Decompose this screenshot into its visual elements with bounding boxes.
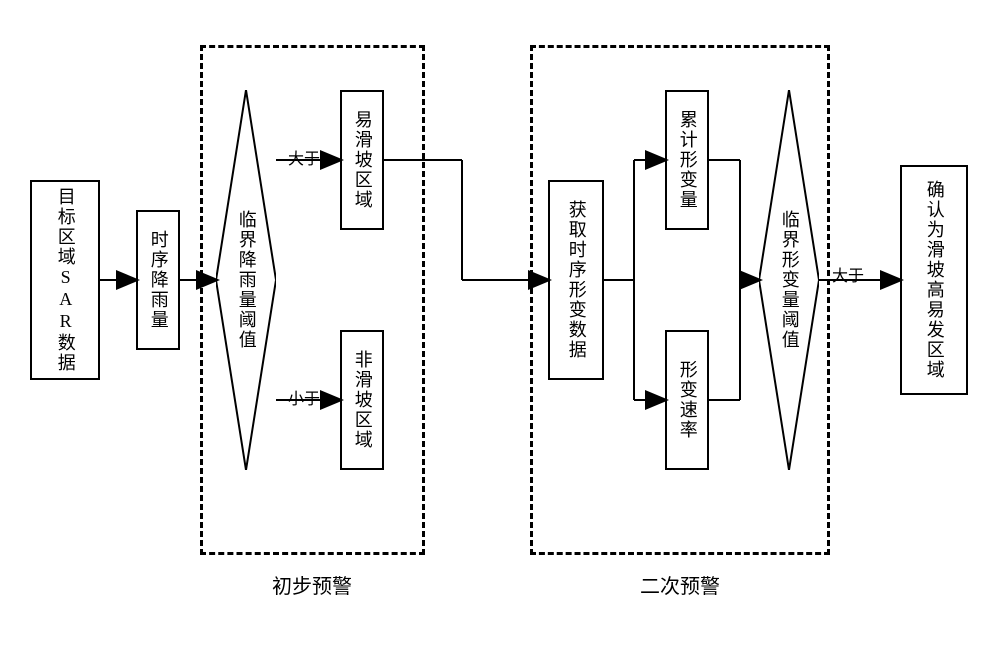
arrow-label-greater-2: 大于 [832, 262, 864, 286]
arrow-label-less: 小于 [288, 385, 320, 409]
stage1-label: 初步预警 [272, 570, 352, 599]
box-deformation-rate: 形变速率 [665, 330, 709, 470]
box-label: 确认为滑坡高易发区域 [922, 180, 945, 380]
diamond-deformation-threshold: 临界形变量阈值 [759, 90, 819, 470]
box-rainfall-series: 时序降雨量 [136, 210, 180, 350]
box-label: 目标区域SAR数据 [53, 187, 76, 373]
diamond-rainfall-threshold: 临界降雨量阈值 [216, 90, 276, 470]
box-cumulative-deformation: 累计形变量 [665, 90, 709, 230]
box-non-landslide-zone: 非滑坡区域 [340, 330, 384, 470]
box-sar-data: 目标区域SAR数据 [30, 180, 100, 380]
box-deformation-series: 获取时序形变数据 [548, 180, 604, 380]
box-label: 累计形变量 [675, 110, 698, 210]
box-confirmed-high-risk: 确认为滑坡高易发区域 [900, 165, 968, 395]
box-label: 易滑坡区域 [350, 110, 373, 210]
box-label: 获取时序形变数据 [564, 200, 587, 360]
arrow-label-greater-1: 大于 [288, 145, 320, 169]
diamond-label: 临界形变量阈值 [777, 210, 800, 350]
stage2-label: 二次预警 [640, 570, 720, 599]
box-label: 时序降雨量 [146, 230, 169, 330]
diamond-label: 临界降雨量阈值 [234, 210, 257, 350]
box-label: 形变速率 [675, 360, 698, 440]
box-landslide-zone: 易滑坡区域 [340, 90, 384, 230]
box-label: 非滑坡区域 [350, 350, 373, 450]
